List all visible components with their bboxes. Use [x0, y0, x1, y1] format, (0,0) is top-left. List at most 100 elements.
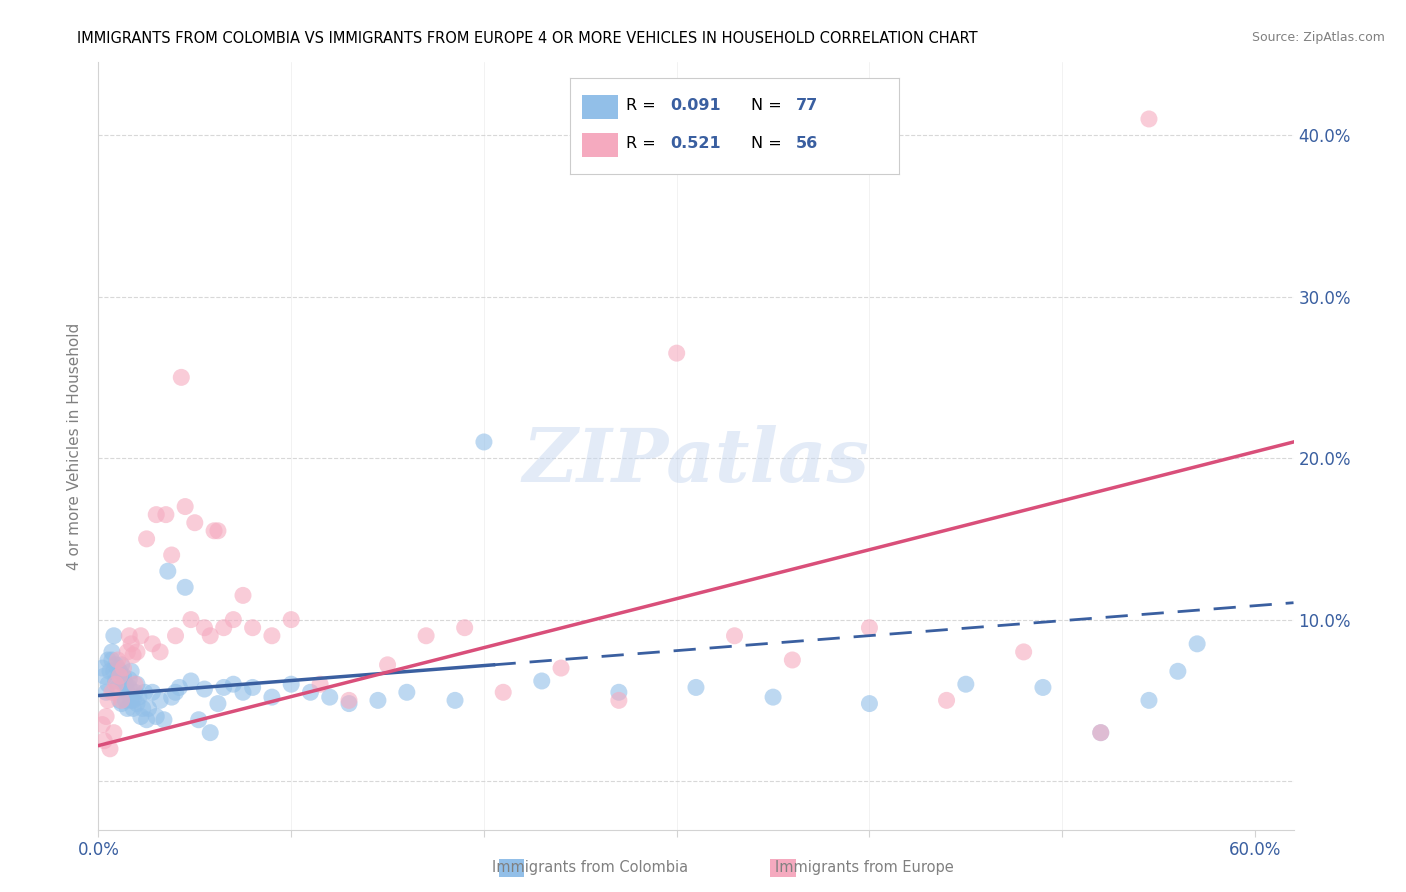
- Point: [128, 690, 150, 705]
- Point: [550, 661, 572, 675]
- Point: [1032, 681, 1054, 695]
- Point: [607, 693, 630, 707]
- Point: [319, 690, 342, 705]
- Point: [260, 629, 283, 643]
- Point: [117, 645, 139, 659]
- Point: [149, 693, 172, 707]
- Point: [107, 681, 129, 695]
- Point: [122, 701, 145, 715]
- Point: [299, 685, 322, 699]
- Point: [607, 685, 630, 699]
- Point: [118, 629, 141, 643]
- Point: [97, 653, 120, 667]
- Point: [180, 613, 202, 627]
- Point: [120, 637, 142, 651]
- Point: [242, 681, 264, 695]
- Point: [858, 621, 880, 635]
- Point: [122, 648, 145, 662]
- Point: [1167, 665, 1189, 679]
- Point: [207, 697, 229, 711]
- Point: [1090, 725, 1112, 739]
- Point: [212, 681, 235, 695]
- Point: [174, 500, 197, 514]
- Point: [125, 645, 148, 659]
- Point: [112, 661, 135, 675]
- Point: [782, 653, 804, 667]
- Point: [120, 693, 142, 707]
- Point: [98, 741, 121, 756]
- Point: [117, 685, 139, 699]
- Point: [202, 524, 225, 538]
- Y-axis label: 4 or more Vehicles in Household: 4 or more Vehicles in Household: [67, 322, 83, 570]
- Point: [125, 697, 148, 711]
- Point: [145, 508, 167, 522]
- Point: [155, 508, 177, 522]
- Point: [125, 677, 148, 691]
- Text: Source: ZipAtlas.com: Source: ZipAtlas.com: [1251, 31, 1385, 45]
- Point: [184, 516, 207, 530]
- Point: [108, 669, 131, 683]
- Point: [200, 629, 222, 643]
- Point: [107, 653, 129, 667]
- Point: [117, 701, 139, 715]
- Point: [156, 564, 179, 578]
- Point: [118, 681, 141, 695]
- Point: [101, 645, 124, 659]
- Point: [242, 621, 264, 635]
- Point: [97, 677, 120, 691]
- Point: [124, 677, 146, 691]
- Point: [103, 629, 125, 643]
- Point: [377, 657, 399, 672]
- Point: [232, 685, 254, 699]
- Point: [200, 725, 222, 739]
- Point: [180, 673, 202, 688]
- Point: [120, 665, 142, 679]
- Point: [395, 685, 418, 699]
- Point: [193, 681, 215, 696]
- Point: [104, 673, 127, 688]
- Point: [492, 685, 515, 699]
- Point: [935, 693, 957, 707]
- Point: [187, 713, 209, 727]
- Point: [858, 697, 880, 711]
- Point: [1137, 112, 1160, 126]
- Point: [114, 677, 136, 691]
- Text: Immigrants from Europe: Immigrants from Europe: [775, 860, 955, 874]
- Point: [280, 613, 302, 627]
- Point: [103, 665, 125, 679]
- Point: [129, 709, 152, 723]
- Point: [110, 697, 132, 711]
- Point: [415, 629, 437, 643]
- Point: [222, 613, 245, 627]
- Text: IMMIGRANTS FROM COLOMBIA VS IMMIGRANTS FROM EUROPE 4 OR MORE VEHICLES IN HOUSEHO: IMMIGRANTS FROM COLOMBIA VS IMMIGRANTS F…: [77, 31, 979, 46]
- Point: [112, 669, 135, 683]
- Text: Immigrants from Colombia: Immigrants from Colombia: [492, 860, 689, 874]
- Point: [232, 588, 254, 602]
- Point: [93, 733, 115, 747]
- Point: [141, 637, 163, 651]
- Text: ZIPatlas: ZIPatlas: [523, 425, 869, 498]
- Point: [107, 661, 129, 675]
- Point: [93, 669, 115, 683]
- Point: [145, 709, 167, 723]
- Point: [112, 677, 135, 691]
- Point: [108, 693, 131, 707]
- Point: [135, 713, 157, 727]
- Point: [1012, 645, 1035, 659]
- Point: [104, 657, 127, 672]
- Point: [160, 548, 183, 562]
- Point: [367, 693, 389, 707]
- Point: [955, 677, 977, 691]
- Point: [685, 681, 707, 695]
- Point: [1137, 693, 1160, 707]
- Point: [110, 657, 132, 672]
- Point: [114, 693, 136, 707]
- Point: [118, 673, 141, 687]
- Point: [723, 629, 745, 643]
- Point: [212, 621, 235, 635]
- Point: [160, 690, 183, 705]
- Point: [337, 693, 360, 707]
- Point: [170, 370, 193, 384]
- Point: [103, 725, 125, 739]
- Point: [444, 693, 467, 707]
